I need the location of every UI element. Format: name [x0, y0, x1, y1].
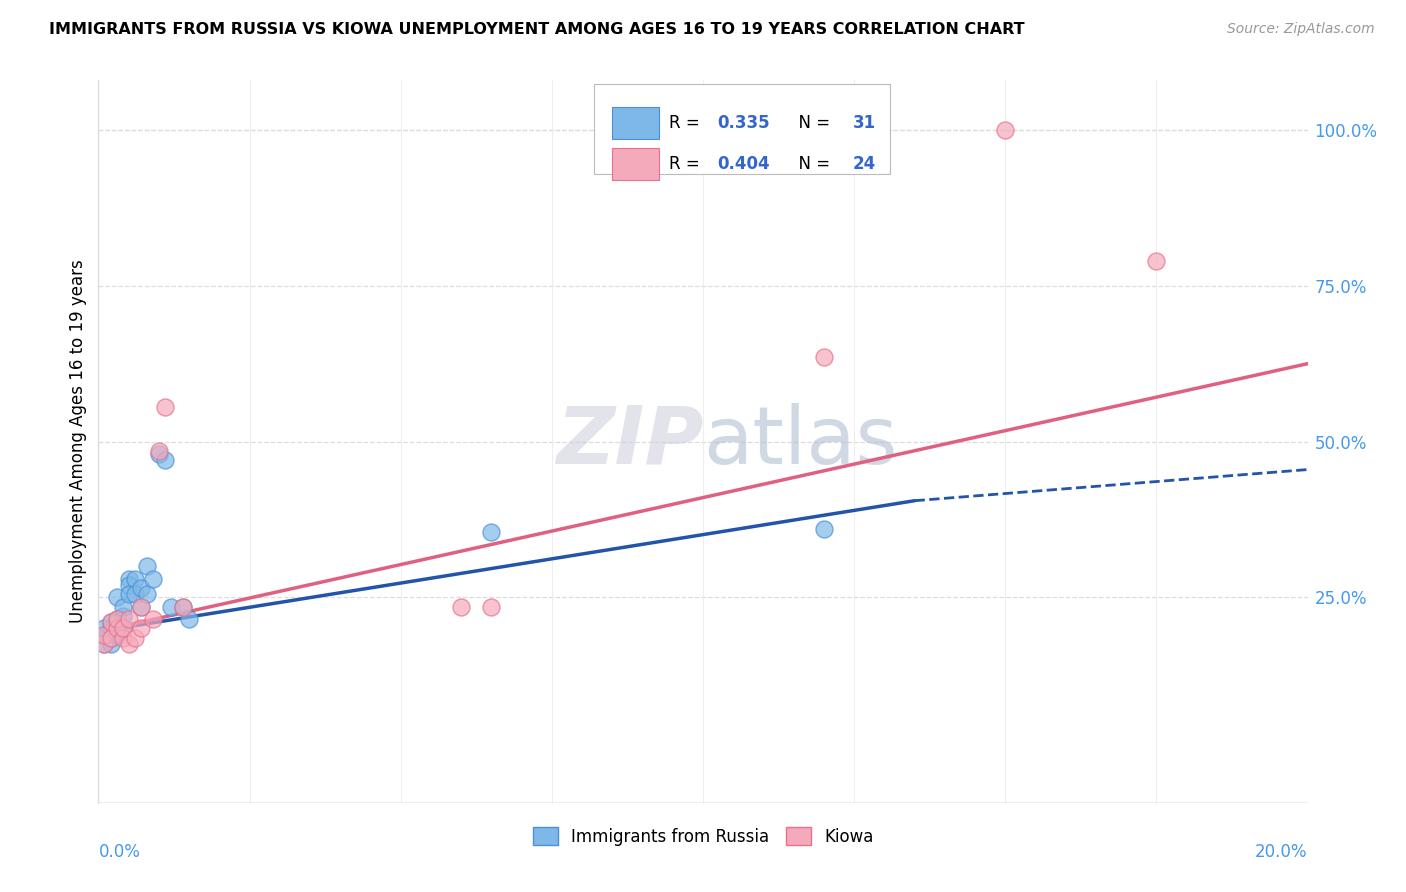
Point [93, 621, 115, 635]
Point [124, 572, 146, 586]
Point [129, 599, 152, 614]
Point [93, 637, 115, 651]
Point [93, 637, 115, 651]
Point [105, 615, 128, 630]
Text: 0.404: 0.404 [717, 155, 770, 173]
Point [129, 599, 152, 614]
Point [148, 447, 170, 461]
Point [105, 627, 128, 641]
Point [172, 599, 194, 614]
Text: atlas: atlas [703, 402, 897, 481]
Point [100, 631, 122, 645]
FancyBboxPatch shape [613, 148, 659, 180]
Point [118, 587, 141, 601]
Point [105, 621, 128, 635]
Point [994, 123, 1017, 137]
Point [111, 599, 134, 614]
Text: 20.0%: 20.0% [1256, 843, 1308, 861]
Point [813, 351, 835, 365]
Text: 0.0%: 0.0% [98, 843, 141, 861]
Text: 0.335: 0.335 [717, 114, 770, 132]
Point [100, 637, 122, 651]
FancyBboxPatch shape [595, 84, 890, 174]
Legend: Immigrants from Russia, Kiowa: Immigrants from Russia, Kiowa [526, 821, 880, 852]
Point [100, 615, 122, 630]
Point [153, 453, 176, 467]
Point [1144, 253, 1167, 268]
Point [100, 631, 122, 645]
Point [111, 609, 134, 624]
Point [111, 621, 134, 635]
Point [135, 559, 157, 574]
Text: Source: ZipAtlas.com: Source: ZipAtlas.com [1227, 22, 1375, 37]
Point [105, 612, 128, 626]
Text: ZIP: ZIP [555, 402, 703, 481]
Point [129, 621, 152, 635]
Point [100, 621, 122, 635]
Point [481, 599, 503, 614]
Point [481, 524, 503, 539]
Point [450, 599, 472, 614]
Point [148, 443, 170, 458]
Point [124, 631, 146, 645]
Point [813, 522, 835, 536]
Point [118, 612, 141, 626]
Point [100, 615, 122, 630]
Point [135, 587, 157, 601]
Text: IMMIGRANTS FROM RUSSIA VS KIOWA UNEMPLOYMENT AMONG AGES 16 TO 19 YEARS CORRELATI: IMMIGRANTS FROM RUSSIA VS KIOWA UNEMPLOY… [49, 22, 1025, 37]
Point [111, 621, 134, 635]
Point [118, 572, 141, 586]
Point [105, 591, 128, 605]
Text: N =: N = [787, 114, 835, 132]
Point [172, 599, 194, 614]
Text: 24: 24 [853, 155, 876, 173]
Point [93, 627, 115, 641]
Point [142, 612, 165, 626]
Point [160, 599, 183, 614]
Point [118, 637, 141, 651]
FancyBboxPatch shape [613, 107, 659, 139]
Text: R =: R = [669, 155, 706, 173]
Point [111, 631, 134, 645]
Point [179, 612, 201, 626]
Y-axis label: Unemployment Among Ages 16 to 19 years: Unemployment Among Ages 16 to 19 years [69, 260, 87, 624]
Text: N =: N = [787, 155, 835, 173]
Text: 31: 31 [853, 114, 876, 132]
Point [129, 581, 152, 595]
Point [153, 401, 176, 415]
Point [93, 627, 115, 641]
Text: R =: R = [669, 114, 706, 132]
Point [124, 587, 146, 601]
Point [118, 578, 141, 592]
Point [105, 612, 128, 626]
Point [142, 572, 165, 586]
